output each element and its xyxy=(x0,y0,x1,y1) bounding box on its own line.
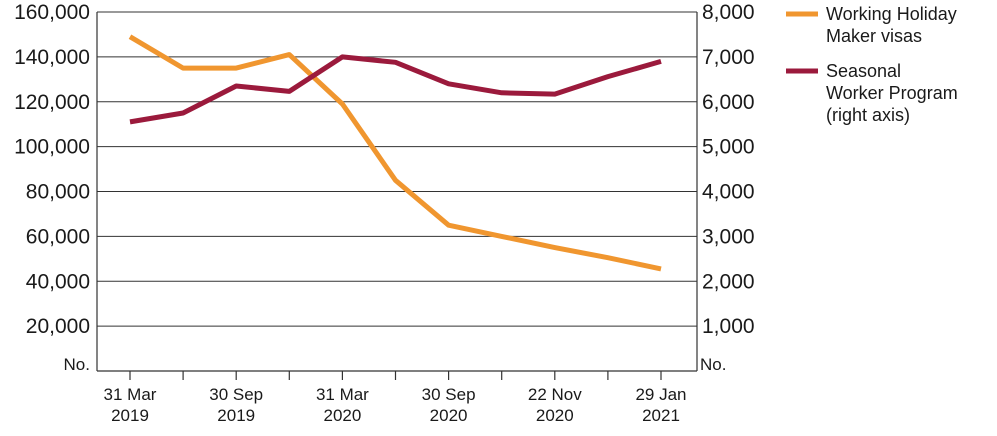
left-axis-tick-label: 160,000 xyxy=(14,1,90,24)
left-axis-tick-label: 60,000 xyxy=(26,225,90,248)
gridlines xyxy=(97,11,697,327)
x-axis-tick-label: 31 Mar 2020 xyxy=(316,385,369,425)
left-axis-tick-label: 80,000 xyxy=(26,181,90,204)
right-axis-tick-label: 1,000 xyxy=(702,315,755,338)
right-axis-tick-labels: 1,000 2,000 3,000 4,000 5,000 6,000 7,000 8,000 xyxy=(702,1,755,338)
right-axis-tick-label: 7,000 xyxy=(702,46,755,69)
left-axis-tick-labels: 20,000 40,000 60,000 80,000 100,000 120,000 14… xyxy=(14,1,90,338)
x-axis-tick-labels: 31 Mar 2019 30 Sep 2019 31 Mar 2020 30 Sep 2020… xyxy=(104,385,687,425)
left-axis-tick-label: 120,000 xyxy=(14,91,90,114)
right-axis-tick-label: 2,000 xyxy=(702,270,755,293)
right-axis-tick-label: 4,000 xyxy=(702,181,755,204)
left-axis-tick-label: 140,000 xyxy=(14,46,90,69)
right-axis-tick-label: 8,000 xyxy=(702,1,755,24)
x-axis-tick-label: 30 Sep 2019 xyxy=(209,385,263,425)
left-axis-tick-label: 40,000 xyxy=(26,270,90,293)
right-axis-tick-label: 6,000 xyxy=(702,91,755,114)
series-lines xyxy=(128,34,662,272)
x-axis-tick-label: 30 Sep 2020 xyxy=(422,385,476,425)
legend-entry-label: Seasonal Worker Program (right axis) xyxy=(826,61,958,125)
right-axis-unit-label: No. xyxy=(700,355,726,374)
x-axis-tick-label: 31 Mar 2019 xyxy=(104,385,157,425)
left-axis-unit-label: No. xyxy=(64,355,90,374)
x-axis-tick-label: 22 Nov 2020 xyxy=(528,385,582,425)
legend: Working Holiday Maker visas Seasonal Worker… xyxy=(786,4,958,125)
right-axis-tick-label: 5,000 xyxy=(702,136,755,159)
legend-entry-label: Working Holiday Maker visas xyxy=(826,4,957,46)
left-axis-tick-label: 20,000 xyxy=(26,315,90,338)
axes xyxy=(96,12,698,380)
left-axis-tick-label: 100,000 xyxy=(14,136,90,159)
x-axis-tick-label: 29 Jan 2021 xyxy=(635,385,686,425)
series-line-seasonal-worker xyxy=(129,54,662,125)
right-axis-tick-label: 3,000 xyxy=(702,225,755,248)
series-line-working-holiday xyxy=(128,34,662,272)
